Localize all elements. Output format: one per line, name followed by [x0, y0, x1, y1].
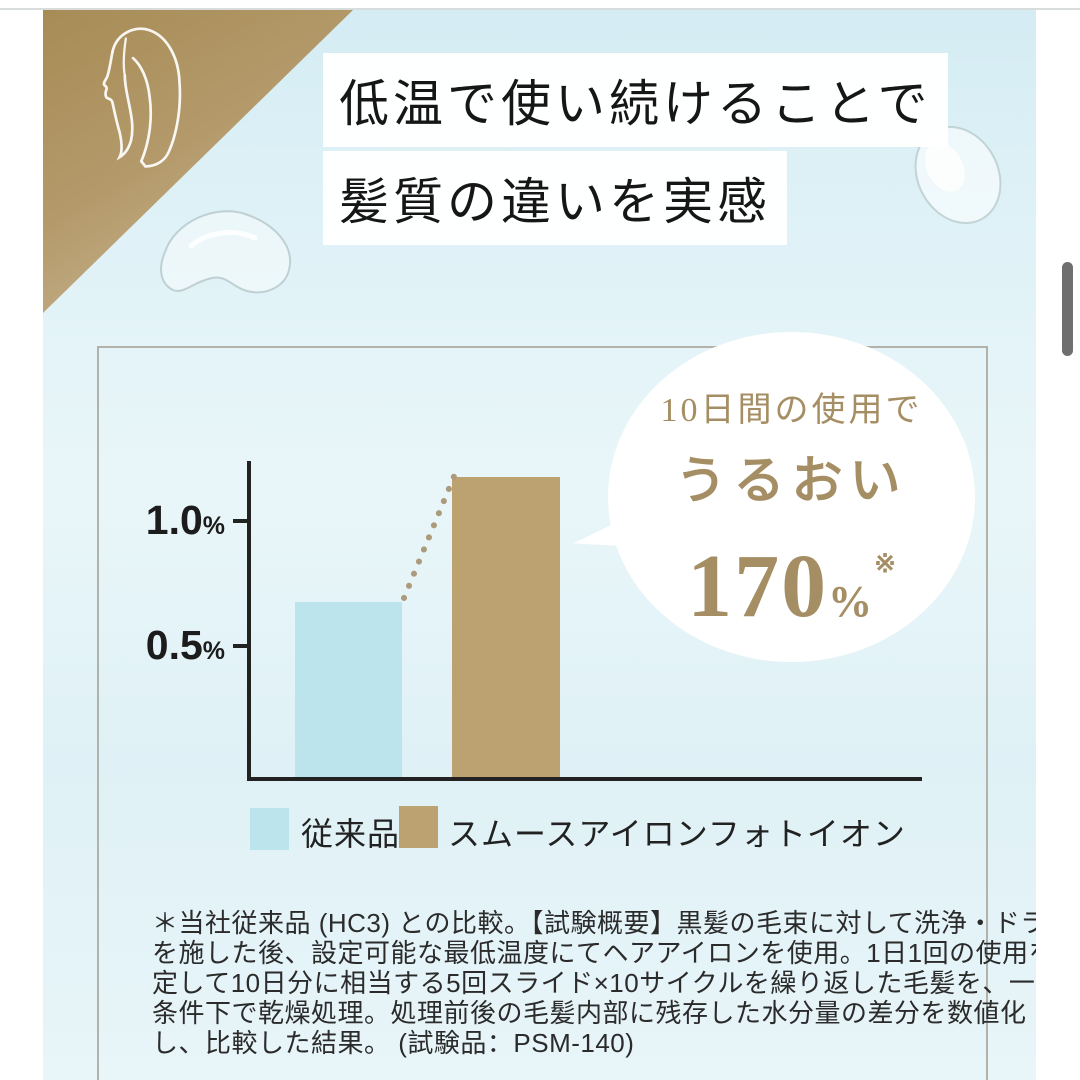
- x-axis-line: [247, 777, 922, 781]
- y-axis-line: [247, 461, 251, 781]
- test-conditions-footnote: ＊当社従来品 (HC3) との比較。【試験概要】黒髪の毛束に対して洗浄・ドライ …: [152, 908, 1036, 1058]
- moisture-unit: %: [828, 577, 875, 626]
- footnote-line: ＊当社従来品 (HC3) との比較。【試験概要】黒髪の毛束に対して洗浄・ドライ: [152, 908, 1036, 938]
- note-reference-mark: ※: [874, 549, 896, 578]
- bar-smooth-iron-photoion: [452, 477, 560, 777]
- y-tick-label-2: 0.5%: [145, 622, 225, 668]
- legend-swatch-product: [399, 806, 438, 848]
- water-droplet-left-icon: [160, 210, 292, 294]
- bar-conventional-product: [295, 602, 402, 777]
- result-chart-card: 1.0% 0.5% 従来品 スムースアイロンフォトイオ: [97, 346, 1036, 1080]
- bar-chart: 1.0% 0.5%: [99, 348, 986, 781]
- top-divider-line: [0, 8, 1080, 10]
- chart-legend: 従来品 スムースアイロンフォトイオン: [99, 806, 986, 856]
- footnote-line: し、比較した結果。 (試験品：PSM-140): [152, 1028, 635, 1058]
- bubble-value-text: 170%※: [687, 521, 896, 645]
- footnote-line: 定して10日分に相当する5回スライド×10サイクルを繰り返した毛髪を、一定の: [152, 968, 1036, 998]
- water-droplet-right-icon: [914, 126, 1002, 224]
- ad-content: 低温で使い続けることで 髪質の違いを実感 1.0% 0.5%: [43, 10, 1036, 1080]
- page-scrollbar-thumb[interactable]: [1062, 262, 1073, 356]
- legend-label-product: スムースアイロンフォトイオン: [448, 816, 906, 852]
- y-tick-label-1: 1.0%: [145, 497, 225, 543]
- footnote-line: を施した後、設定可能な最低温度にてヘアアイロンを使用。1日1回の使用を想: [152, 938, 1036, 968]
- footnote-line: 条件下で乾燥処理。処理前後の毛髪内部に残存した水分量の差分を数値化: [152, 998, 1027, 1028]
- y-tick-mark-2: [233, 644, 248, 648]
- headline-line-2: 髪質の違いを実感: [323, 151, 787, 245]
- y-tick-mark-1: [233, 519, 248, 523]
- bubble-duration-text: 10日間の使用で: [660, 392, 923, 429]
- bubble-moisture-text: うるおい: [675, 454, 908, 510]
- headline-line-1: 低温で使い続けることで: [323, 53, 948, 147]
- headline-text-2: 髪質の違いを実感: [339, 174, 771, 230]
- hair-silhouette-icon: [102, 27, 182, 168]
- moisture-value: 170: [687, 537, 829, 636]
- legend-swatch-conventional: [250, 808, 289, 850]
- legend-label-conventional: 従来品: [301, 816, 401, 852]
- result-speech-bubble: 10日間の使用で うるおい 170%※: [608, 332, 975, 662]
- headline-text-1: 低温で使い続けることで: [339, 76, 932, 132]
